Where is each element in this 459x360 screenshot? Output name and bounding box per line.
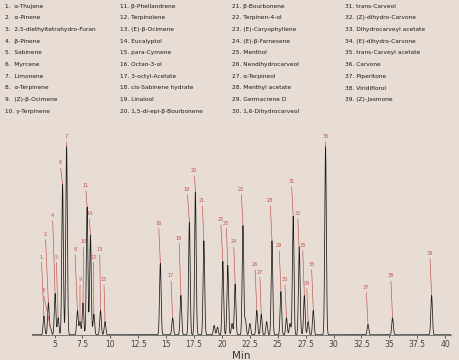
Text: 18. cis-Sabinene hydrate: 18. cis-Sabinene hydrate <box>119 85 193 90</box>
Text: 33. Dihydrocarveyl acetate: 33. Dihydrocarveyl acetate <box>344 27 424 32</box>
Text: 1.  α-Thujene: 1. α-Thujene <box>5 4 43 9</box>
Text: 10. γ-Terpinene: 10. γ-Terpinene <box>5 109 50 114</box>
Text: 4: 4 <box>51 213 55 293</box>
Text: 23. (E)-Caryophyllene: 23. (E)-Caryophyllene <box>232 27 296 32</box>
Text: 10: 10 <box>80 239 87 303</box>
Text: 39: 39 <box>425 251 432 295</box>
Text: 13. (E)-β-Ocimene: 13. (E)-β-Ocimene <box>119 27 173 32</box>
Text: 22. Terpinen-4-ol: 22. Terpinen-4-ol <box>232 15 281 20</box>
Text: 29. Germacrene D: 29. Germacrene D <box>232 97 286 102</box>
Text: 30. 1,6-Dihydrocarveol: 30. 1,6-Dihydrocarveol <box>232 109 299 114</box>
Text: 3: 3 <box>41 288 50 328</box>
Text: 25. Menthol: 25. Menthol <box>232 50 267 55</box>
Text: 37. Piperitone: 37. Piperitone <box>344 74 385 79</box>
Text: 26: 26 <box>251 262 257 310</box>
Text: 17: 17 <box>168 273 174 318</box>
Text: 31. trans-Carveol: 31. trans-Carveol <box>344 4 395 9</box>
Text: 11. β-Phellandrene: 11. β-Phellandrene <box>119 4 175 9</box>
Text: 2.  α-Pinene: 2. α-Pinene <box>5 15 40 20</box>
Text: 39. (Z)-Jasmone: 39. (Z)-Jasmone <box>344 97 392 102</box>
Text: 7: 7 <box>65 134 68 147</box>
Text: 2: 2 <box>44 232 48 303</box>
Text: 18: 18 <box>175 236 182 295</box>
Text: 6: 6 <box>58 161 62 184</box>
Text: 34. (E)-dihydro-Carvone: 34. (E)-dihydro-Carvone <box>344 39 415 44</box>
Text: 5.  Sabinene: 5. Sabinene <box>5 50 41 55</box>
Text: 35: 35 <box>308 262 314 310</box>
Text: 19. Linalool: 19. Linalool <box>119 97 153 102</box>
Text: 34: 34 <box>303 281 309 321</box>
Text: 16. Octan-3-ol: 16. Octan-3-ol <box>119 62 161 67</box>
Text: 24. (E)-β-Farnesene: 24. (E)-β-Farnesene <box>232 39 290 44</box>
Text: 20. 1,5-di-epi-β-Bourbonene: 20. 1,5-di-epi-β-Bourbonene <box>119 109 202 114</box>
Text: 9: 9 <box>78 277 81 321</box>
Text: 27: 27 <box>256 270 262 314</box>
Text: 12: 12 <box>90 255 96 314</box>
Text: 1: 1 <box>40 255 44 316</box>
Text: 14. Eucalyptol: 14. Eucalyptol <box>119 39 161 44</box>
Text: 26. Neodihydrocarveol: 26. Neodihydrocarveol <box>232 62 298 67</box>
Text: 36: 36 <box>322 134 328 147</box>
Text: 31: 31 <box>288 179 294 216</box>
Text: 21: 21 <box>199 198 205 241</box>
X-axis label: Min: Min <box>232 351 250 360</box>
Text: 27. α-Terpineol: 27. α-Terpineol <box>232 74 275 79</box>
Text: 24: 24 <box>230 239 236 284</box>
Text: 17. 3-octyl-Acetate: 17. 3-octyl-Acetate <box>119 74 175 79</box>
Text: 3.  2,5-diethyltetrahydro-Furan: 3. 2,5-diethyltetrahydro-Furan <box>5 27 95 32</box>
Text: 16: 16 <box>155 221 162 263</box>
Text: 33: 33 <box>299 243 305 295</box>
Text: 29: 29 <box>275 243 282 292</box>
Text: 20: 20 <box>190 168 197 192</box>
Text: 25: 25 <box>237 187 244 226</box>
Text: 7.  Limonene: 7. Limonene <box>5 74 43 79</box>
Text: 38. Viridiflorol: 38. Viridiflorol <box>344 85 385 90</box>
Text: 28: 28 <box>266 198 273 241</box>
Text: 22: 22 <box>217 217 223 261</box>
Text: 21. β-Bourbonene: 21. β-Bourbonene <box>232 4 284 9</box>
Text: 28. Menthyl acetate: 28. Menthyl acetate <box>232 85 291 90</box>
Text: 35. trans-Carveyl acetate: 35. trans-Carveyl acetate <box>344 50 419 55</box>
Text: 15: 15 <box>101 277 107 321</box>
Text: 32: 32 <box>294 211 300 252</box>
Text: 6.  Myrcene: 6. Myrcene <box>5 62 39 67</box>
Text: 8.  α-Terpinene: 8. α-Terpinene <box>5 85 48 90</box>
Text: 38: 38 <box>387 273 393 318</box>
Text: 4.  β-Pinene: 4. β-Pinene <box>5 39 39 44</box>
Text: 12. Terpinolene: 12. Terpinolene <box>119 15 164 20</box>
Text: 36. Carvone: 36. Carvone <box>344 62 380 67</box>
Text: 19: 19 <box>184 187 190 222</box>
Text: 32. (Z)-dihydro-Carvone: 32. (Z)-dihydro-Carvone <box>344 15 415 20</box>
Text: 23: 23 <box>223 221 229 265</box>
Text: 37: 37 <box>362 285 369 324</box>
Text: 8: 8 <box>73 247 77 310</box>
Text: 9.  (Z)-β-Ocimene: 9. (Z)-β-Ocimene <box>5 97 57 102</box>
Text: 15. para-Cymene: 15. para-Cymene <box>119 50 170 55</box>
Text: 5: 5 <box>55 255 58 318</box>
Text: 30: 30 <box>281 277 287 318</box>
Text: 11: 11 <box>82 183 89 207</box>
Text: 13: 13 <box>96 247 103 310</box>
Text: 14: 14 <box>86 211 92 235</box>
